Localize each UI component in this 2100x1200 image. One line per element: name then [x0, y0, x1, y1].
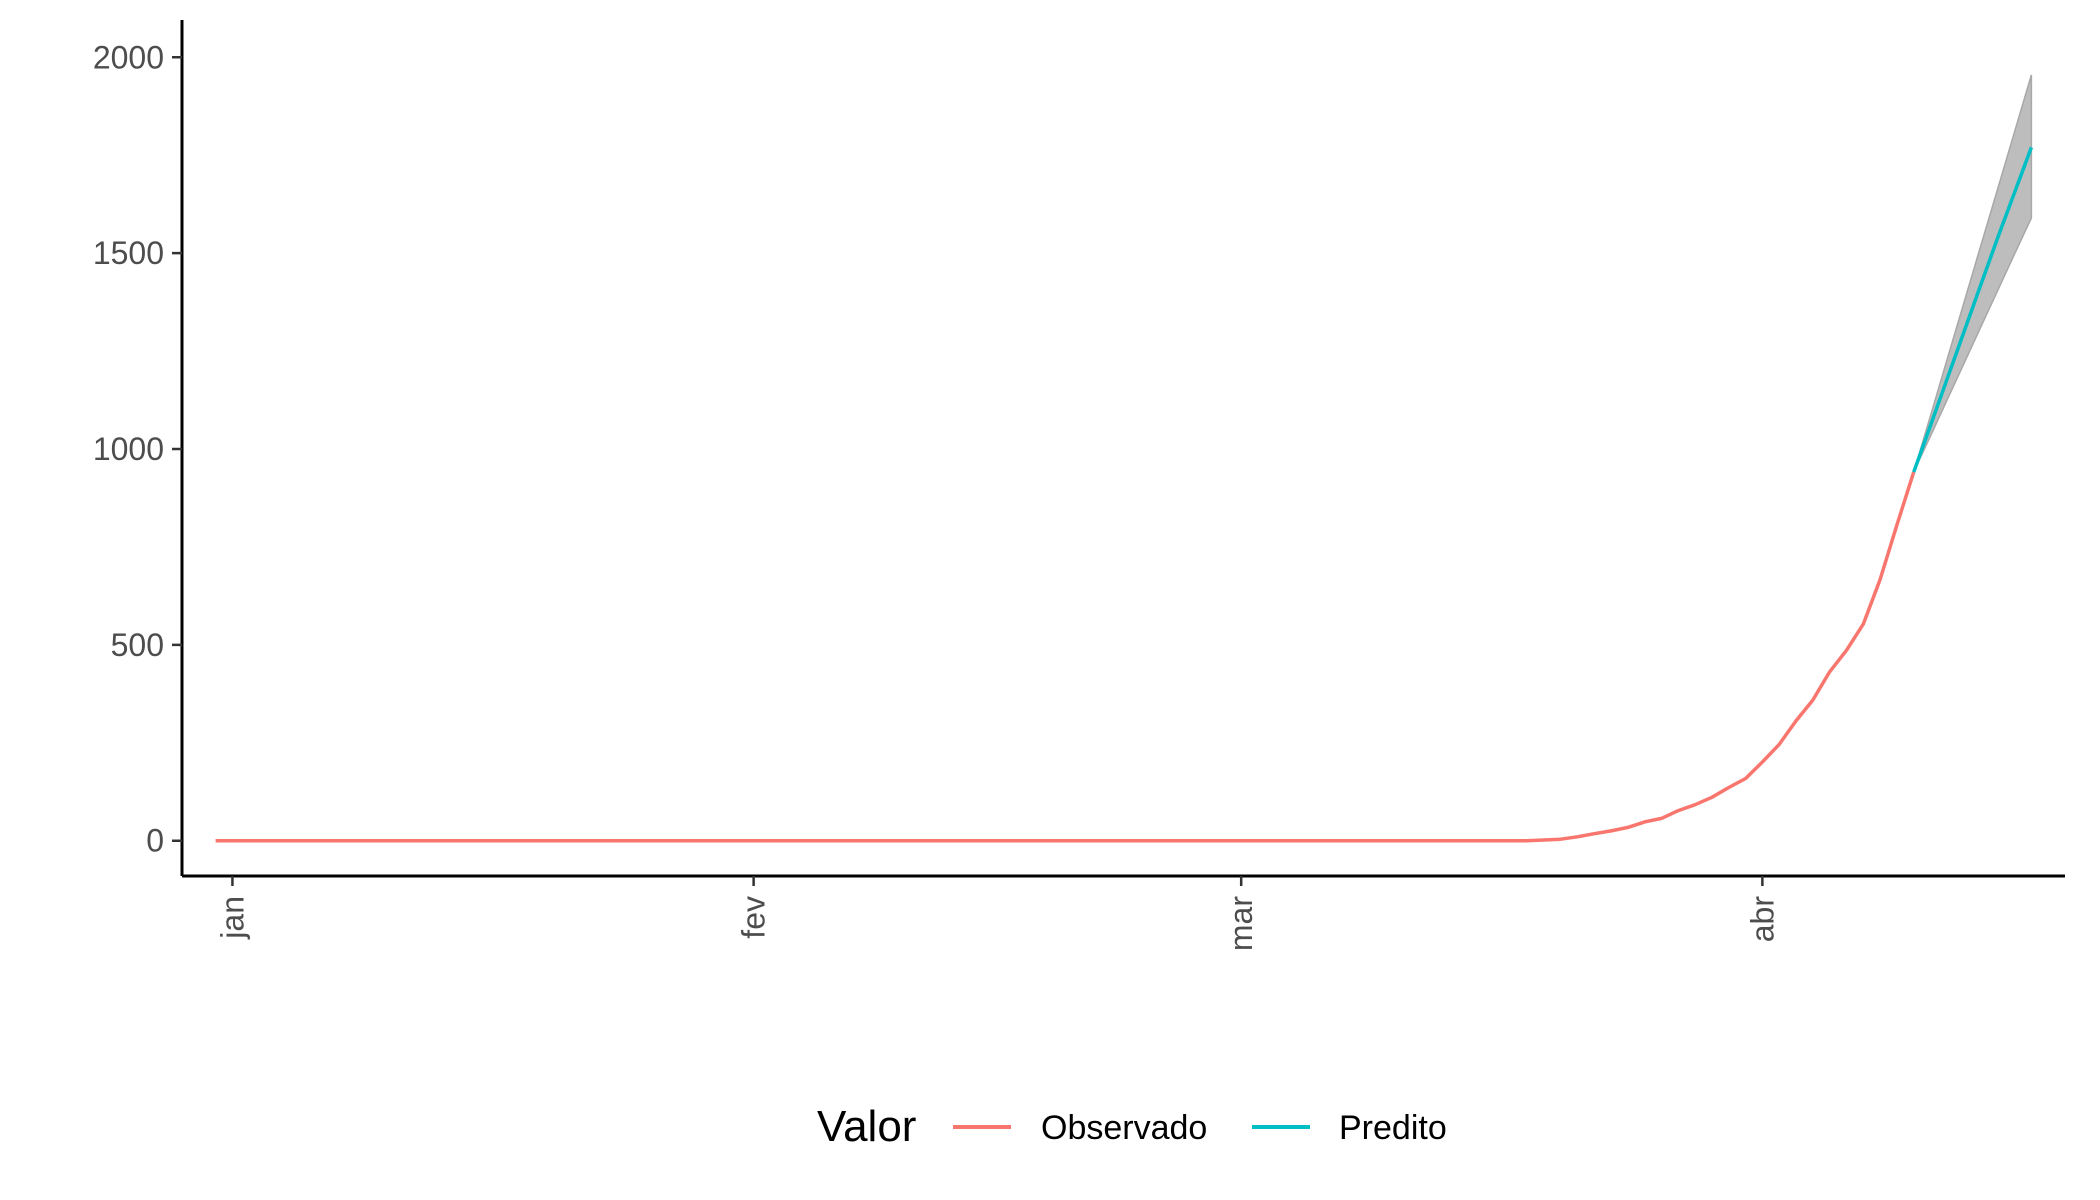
x-tick-label-abr: abr — [1744, 896, 1780, 943]
x-tick-label-jan: jan — [214, 896, 250, 940]
plot-area — [215, 74, 2034, 843]
y-tick-label: 1500 — [93, 235, 164, 271]
y-tick-label: 2000 — [93, 39, 164, 75]
y-tick-label: 1000 — [93, 431, 164, 467]
confidence-ribbon-predito — [1912, 74, 2033, 473]
legend-title: Valor — [817, 1102, 916, 1151]
series-line-predito — [1912, 146, 2034, 473]
x-tick-label-fev: fev — [736, 896, 772, 939]
legend-label-predito: Predito — [1339, 1109, 1447, 1147]
x-tick-label-mar: mar — [1223, 896, 1259, 951]
legend-label-observado: Observado — [1041, 1109, 1207, 1147]
y-tick-label: 500 — [111, 627, 164, 663]
legend: Valor Observado Predito — [817, 1102, 1447, 1151]
axes: 0 500 1000 1500 2000 jan fev mar abr — [93, 20, 2065, 951]
y-tick-label: 0 — [146, 823, 164, 859]
series-line-observado — [215, 471, 1916, 843]
